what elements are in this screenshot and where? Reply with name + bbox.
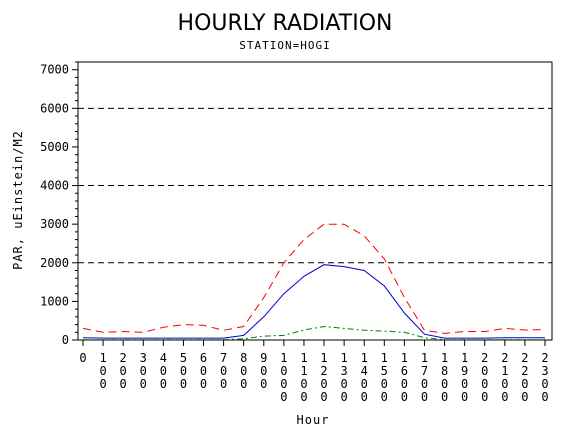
series-line-2 — [82, 264, 545, 339]
y-axis: 0 1000 2000 3000 4000 5000 6000 7000 — [40, 61, 78, 347]
y-tick-label: 0 — [62, 333, 69, 347]
x-axis-label: Hour — [297, 413, 330, 427]
y-tick-label: 6000 — [40, 101, 69, 115]
y-axis-label: PAR, uEinstein/M2 — [11, 130, 25, 270]
y-tick-label: 5000 — [40, 140, 69, 154]
x-tick-label: 0 — [79, 351, 86, 365]
series-group — [82, 223, 546, 341]
reference-lines — [78, 107, 552, 264]
series-line-1 — [82, 223, 546, 334]
y-tick-label: 4000 — [40, 179, 69, 193]
x-axis: 0 1 0 0 2 0 0 3 0 0 4 0 0 5 0 0 6 0 0 7 0 0 8 0 0 9 0 0 1 0 0 0 1 1 0 0 1 2 0 0… — [79, 340, 549, 404]
chart-subtitle: STATION=HOGI — [239, 39, 330, 52]
chart-title: HOURLY RADIATION — [178, 11, 393, 36]
y-tick-label: 1000 — [40, 294, 69, 308]
plot-area — [77, 61, 553, 341]
y-tick-label: 2000 — [40, 256, 69, 270]
y-tick-label: 7000 — [40, 63, 69, 77]
series-line-3 — [83, 325, 545, 341]
y-tick-label: 3000 — [40, 217, 69, 231]
